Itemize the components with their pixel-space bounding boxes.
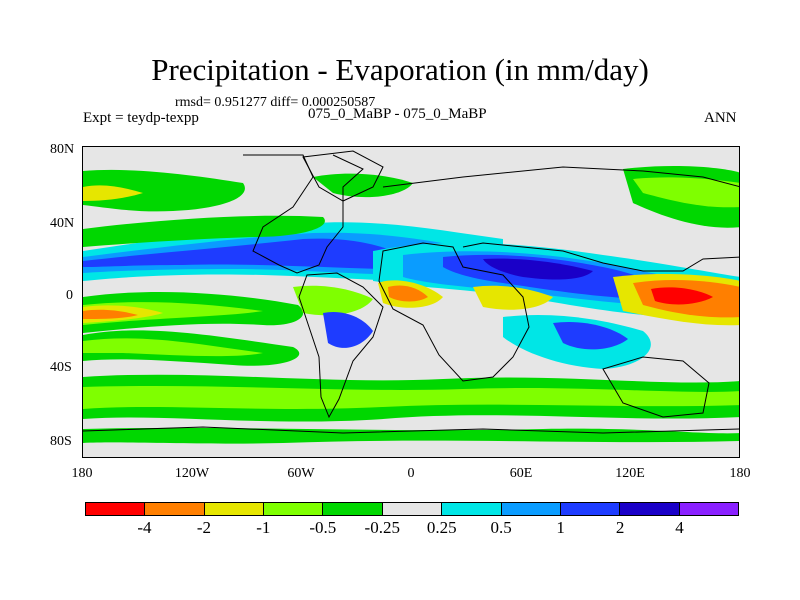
antarctic-green [83,427,739,444]
map-field [83,150,739,444]
colorbar-swatch-9 [620,503,680,515]
lon-tick-0: 0 [407,466,415,481]
colorbar-swatch-3 [264,503,324,515]
europe-africa-outline [378,242,530,382]
north-green-2 [83,215,325,247]
southern-lightgreen-band [83,386,739,409]
colorbar-label-5: 0.25 [426,518,457,537]
lat-tick-80s: 80S [50,434,72,449]
lat-tick-0: 0 [66,288,73,303]
north-america-outline [243,154,364,274]
colorbar-label-0: -4 [137,518,152,537]
colorbar-label-6: 0.5 [490,518,512,537]
colorbar-swatch-10 [679,503,738,515]
colorbar-label-7: 1 [556,518,565,537]
lon-tick-60e: 60E [509,466,533,481]
atlantic-orange-core [388,285,428,302]
west-pacific-red [651,287,713,305]
eurasia-outline [382,166,739,272]
north-green-1 [83,169,245,212]
colorbar-label-3: -0.5 [309,518,337,537]
period-label: 075_0_MaBP - 075_0_MaBP [308,106,487,122]
north-asia-lightgreen [633,177,739,208]
colorbar-swatch-6 [442,503,502,515]
south-pacific-lightgreen [83,338,263,357]
greenland-outline [302,150,384,202]
experiment-label: Expt = teydp-texpp [83,110,199,126]
colorbar-swatch-2 [204,503,265,515]
indian-ocean-blue [553,321,628,350]
colorbar-swatch-5 [382,503,443,515]
north-pacific-blue [83,238,393,269]
lat-tick-40s: 40S [50,360,72,375]
lon-tick-180w: 180 [71,466,93,481]
colorbar-label-2: -1 [256,518,271,537]
south-america-outline [298,272,384,419]
lon-tick-60w: 60W [287,466,315,481]
lat-tick-80n: 80N [50,142,75,157]
colorbar-label-9: 4 [675,518,684,537]
colorbar-label-4: -0.25 [364,518,400,537]
colorbar-swatch-7 [501,503,561,515]
season-label: ANN [704,110,737,126]
colorbar-label-8: 2 [615,518,625,537]
north-yellow-1 [83,185,143,201]
south-america-blue [323,311,373,348]
colorbar-label-1: -2 [196,518,211,537]
pe-map [82,146,740,458]
asia-darkblue [483,258,593,280]
lon-tick-120e: 120E [615,466,645,481]
colorbar-swatch-8 [560,503,621,515]
colorbar-swatch-4 [323,503,383,515]
colorbar-swatch-1 [145,503,205,515]
map-title: Precipitation - Evaporation (in mm/day) [151,52,649,87]
coastlines [83,150,739,434]
colorbar-swatch-0 [86,503,146,515]
australia-outline [602,356,710,418]
asia-green-patch [313,173,413,198]
tropical-east-pacific-orange [83,309,138,319]
africa-yellow [473,285,553,310]
colorbar [85,502,739,516]
lat-tick-40n: 40N [50,216,75,231]
south-america-green [293,285,373,316]
lon-tick-180e: 180 [729,466,751,481]
antarctica-outline [83,426,739,434]
lon-tick-120w: 120W [174,466,210,481]
stats-line: rmsd= 0.951277 diff= 0.000250587 [175,95,376,110]
